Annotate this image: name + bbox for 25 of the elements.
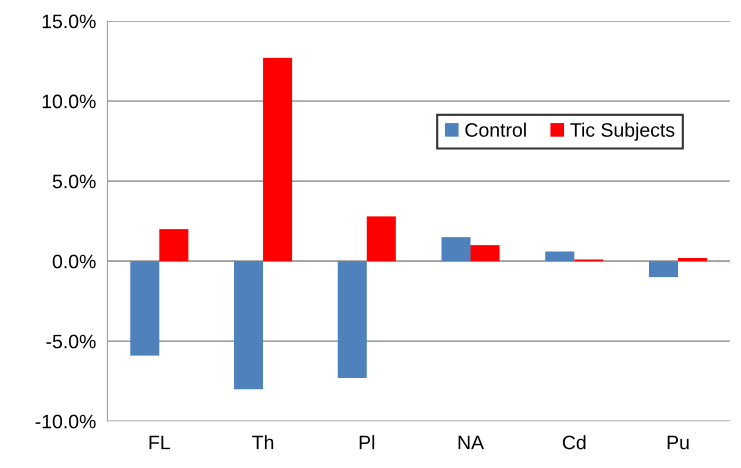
- x-tick-label: Cd: [562, 435, 586, 450]
- bar: [648, 261, 678, 278]
- bar: [545, 252, 574, 262]
- legend-label: Tic Subjects: [570, 122, 674, 141]
- bar: [441, 237, 471, 262]
- y-tick-label: 10.0%: [42, 94, 96, 108]
- y-tick-label: 15.0%: [42, 14, 96, 28]
- x-tick-label: NA: [458, 436, 484, 450]
- bar: [234, 261, 264, 390]
- y-tick-label: -10.0%: [36, 414, 96, 428]
- bar: [159, 229, 188, 262]
- bar: [366, 216, 396, 262]
- x-tick-label: FL: [150, 436, 170, 450]
- x-tick-label: Pl: [360, 435, 374, 450]
- bar: [130, 261, 160, 356]
- y-tick-label: 5.0%: [52, 174, 96, 188]
- bar: [470, 245, 500, 262]
- x-tick-label: Th: [252, 435, 274, 450]
- y-tick-label: -5.0%: [46, 334, 96, 348]
- x-tick-label: Pu: [668, 436, 689, 450]
- bar: [263, 58, 292, 262]
- y-tick-label: 0.0%: [52, 254, 96, 268]
- bar: [338, 261, 367, 378]
- legend-label: Control: [465, 122, 526, 137]
- bar: [678, 258, 708, 262]
